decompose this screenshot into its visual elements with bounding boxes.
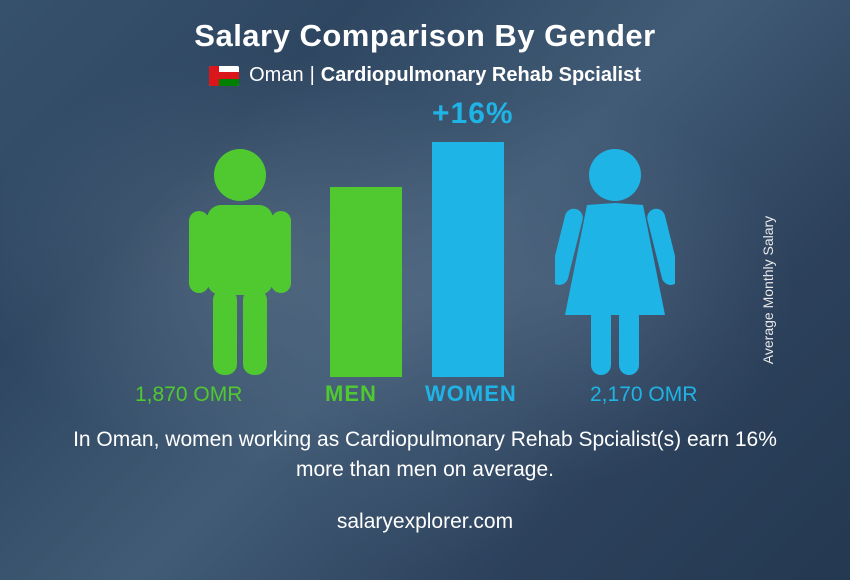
women-salary-value: 2,170 OMR [590,383,697,407]
subtitle-row: Oman | Cardiopulmonary Rehab Spcialist [0,64,850,87]
female-person-icon [555,147,675,377]
chart-labels-row: 1,870 OMR MEN WOMEN 2,170 OMR [0,377,850,407]
subtitle-country: Oman [249,64,303,87]
y-axis-label: Average Monthly Salary [760,216,776,364]
percentage-difference-label: +16% [432,97,514,131]
male-person-icon [185,147,295,377]
subtitle-separator: | [310,64,315,87]
men-label: MEN [325,381,377,407]
chart-area: +16% 1,870 OMR MEN WOMEN 2,170 O [0,97,850,407]
bar-men [330,187,402,377]
caption-text: In Oman, women working as Cardiopulmonar… [0,425,850,486]
bar-women [432,142,504,377]
men-salary-value: 1,870 OMR [135,383,242,407]
footer-attribution: salaryexplorer.com [0,510,850,534]
women-label: WOMEN [425,381,517,407]
page-title: Salary Comparison By Gender [0,0,850,54]
infographic-content: Salary Comparison By Gender Oman | Cardi… [0,0,850,580]
subtitle-role: Cardiopulmonary Rehab Spcialist [321,64,641,87]
oman-flag-icon [209,66,239,86]
